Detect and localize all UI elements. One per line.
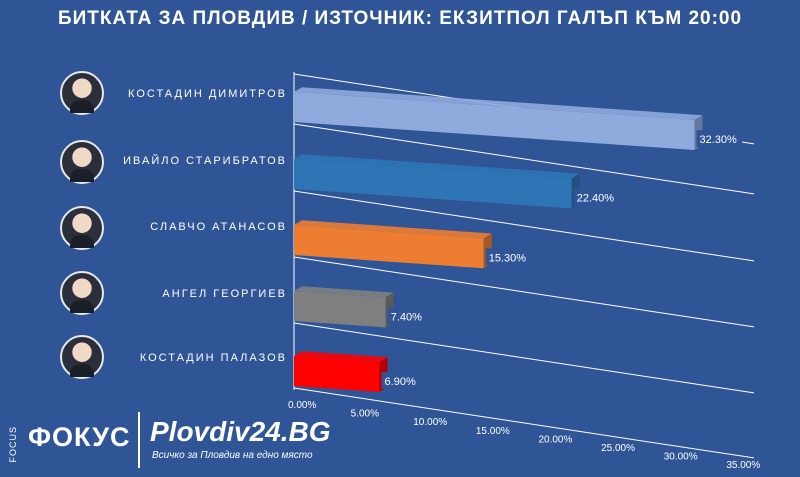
category-label: АНГЕЛ ГЕОРГИЕВ [162,288,287,300]
plovdiv24-tagline: Всичко за Пловдив на едно място [152,450,313,461]
x-tick-label: 35.00% [726,460,760,471]
chart-title: БИТКАТА ЗА ПЛОВДИВ / ИЗТОЧНИК: ЕКЗИТПОЛ … [57,8,743,29]
plovdiv24-logo: Plovdiv24.BG [150,416,331,447]
grid-line [293,123,755,195]
data-label-bg [573,188,620,206]
x-tick-label: 25.00% [601,443,635,454]
bar-top [294,220,492,239]
bar [294,356,380,392]
bar-top [294,87,703,121]
data-label: 22.40% [577,192,615,204]
bar [294,291,386,328]
bar-top [294,286,394,298]
bar-top [294,351,388,362]
data-label: 32.30% [700,134,738,146]
x-tick-label: 30.00% [664,452,698,463]
data-label: 6.90% [385,376,416,388]
grid-line [293,256,755,328]
x-tick-label: 5.00% [351,409,379,420]
category-label: ИВАЙЛО СТАРИБРАТОВ [123,155,287,167]
grid-line [293,387,755,459]
data-label-bg [381,371,421,389]
data-label-bg [387,307,427,325]
x-tick-label: 10.00% [413,417,447,428]
bar [294,159,572,209]
data-label-bg [696,130,743,148]
avatar [60,140,104,184]
data-label: 7.40% [391,311,422,323]
x-tick-label: 0.00% [288,400,316,411]
x-tick-label: 15.00% [476,426,510,437]
avatar [60,271,104,315]
category-label: СЛАВЧО АТАНАСОВ [150,221,287,233]
focus-logo: ФОКУС [28,422,131,452]
x-tick-label: 20.00% [538,434,572,445]
category-label: КОСТАДИН ДИМИТРОВ [128,88,287,100]
bar [294,92,695,151]
logo-divider [138,412,140,468]
focus-small-logo: FOCUS [8,426,18,463]
grid-line [293,322,755,394]
data-label: 15.30% [489,252,527,264]
avatar [60,71,104,115]
avatar [60,206,104,250]
grid-line [293,190,755,262]
category-label: КОСТАДИН ПАЛАЗОВ [139,352,287,364]
bar-top [294,154,580,179]
data-label-bg [485,248,532,266]
avatar [60,335,104,379]
bar [294,225,484,269]
